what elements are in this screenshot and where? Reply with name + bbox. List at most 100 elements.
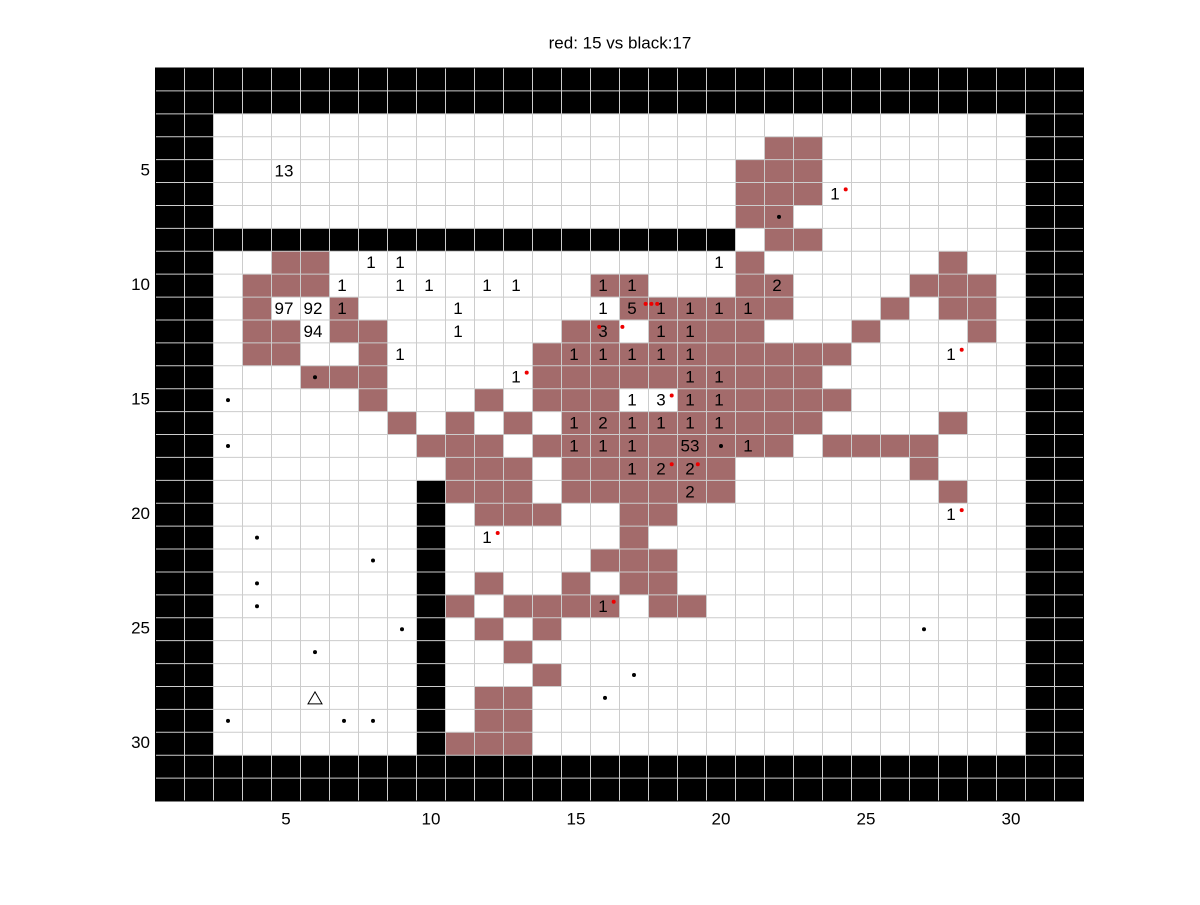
cell	[793, 182, 823, 206]
cell	[329, 319, 359, 343]
cell	[242, 319, 272, 343]
cell	[648, 411, 678, 435]
cell	[590, 434, 620, 458]
cell-label: 94	[304, 322, 323, 341]
cell	[648, 594, 678, 618]
cell	[793, 388, 823, 412]
cell-label: 3	[656, 391, 665, 410]
cell-label: 1	[627, 436, 636, 455]
cell	[590, 388, 620, 412]
cell	[938, 251, 968, 275]
cell	[648, 434, 678, 458]
cell	[532, 594, 562, 618]
cell-label: 1	[395, 276, 404, 295]
cell	[532, 503, 562, 527]
cell-label: 1	[685, 414, 694, 433]
cell	[909, 274, 939, 298]
cell	[735, 411, 765, 435]
cell	[880, 297, 910, 320]
red-dot	[695, 462, 700, 467]
cell-label: 1	[685, 299, 694, 318]
cell	[967, 274, 997, 298]
cell	[764, 159, 794, 183]
y-tick-label: 15	[131, 390, 150, 409]
red-dot	[655, 301, 660, 306]
cell	[764, 136, 794, 160]
cell	[764, 434, 794, 458]
black-dot	[255, 604, 259, 609]
cell	[619, 503, 649, 527]
cell	[503, 686, 533, 710]
cell	[242, 342, 272, 366]
cell	[677, 342, 707, 366]
cell	[909, 434, 939, 458]
cell	[706, 480, 736, 504]
cell	[561, 365, 591, 389]
cell-label: 1	[511, 276, 520, 295]
cell	[764, 388, 794, 412]
cell-label: 97	[275, 299, 294, 318]
black-dot	[255, 581, 259, 586]
cell	[706, 411, 736, 435]
cell-label: 1	[946, 505, 955, 524]
cell-label: 1	[627, 391, 636, 410]
cell-label: 1	[714, 299, 723, 318]
cell	[648, 480, 678, 504]
cell	[532, 365, 562, 389]
cell	[474, 571, 504, 595]
cell-label: 1	[685, 345, 694, 364]
cell	[851, 434, 881, 458]
cell	[561, 434, 591, 458]
cell	[532, 388, 562, 412]
cell	[619, 274, 649, 298]
cell	[793, 411, 823, 435]
cell	[909, 457, 939, 481]
cell	[242, 274, 272, 298]
cell	[764, 274, 794, 298]
cell-label: 1	[685, 368, 694, 387]
cell	[561, 342, 591, 366]
cell	[561, 457, 591, 481]
red-dot	[495, 530, 500, 535]
cell	[445, 411, 475, 435]
cell	[619, 457, 649, 481]
cell	[764, 365, 794, 389]
red-dot	[620, 324, 625, 329]
cell-label: 1	[366, 253, 375, 272]
cell	[561, 319, 591, 343]
cell-label: 2	[598, 414, 607, 433]
cell	[590, 480, 620, 504]
cell	[619, 549, 649, 572]
cell	[619, 365, 649, 389]
cell	[358, 319, 388, 343]
cell-label: 1	[482, 276, 491, 295]
cell	[416, 434, 446, 458]
cell-label: 1	[627, 345, 636, 364]
x-tick-label: 5	[281, 809, 290, 828]
cell-label: 1	[598, 345, 607, 364]
black-dot	[400, 627, 404, 632]
cell	[445, 732, 475, 756]
cell	[561, 594, 591, 618]
y-tick-label: 25	[131, 619, 150, 638]
cell-label: 1	[598, 597, 607, 616]
cell	[619, 480, 649, 504]
cell	[706, 297, 736, 320]
cell	[648, 503, 678, 527]
red-dot	[643, 301, 648, 306]
cell	[793, 136, 823, 160]
cell	[822, 342, 852, 366]
black-dot	[226, 443, 230, 448]
cell	[706, 365, 736, 389]
cell-label: 2	[685, 459, 694, 478]
cell-label: 2	[772, 276, 781, 295]
cell-label: 13	[275, 162, 294, 181]
cell-label: 1	[569, 436, 578, 455]
cell-label: 92	[304, 299, 323, 318]
cell	[764, 411, 794, 435]
cell	[271, 319, 301, 343]
cell-label: 1	[714, 414, 723, 433]
cell	[358, 388, 388, 412]
y-tick-label: 10	[131, 275, 150, 294]
cell	[735, 365, 765, 389]
